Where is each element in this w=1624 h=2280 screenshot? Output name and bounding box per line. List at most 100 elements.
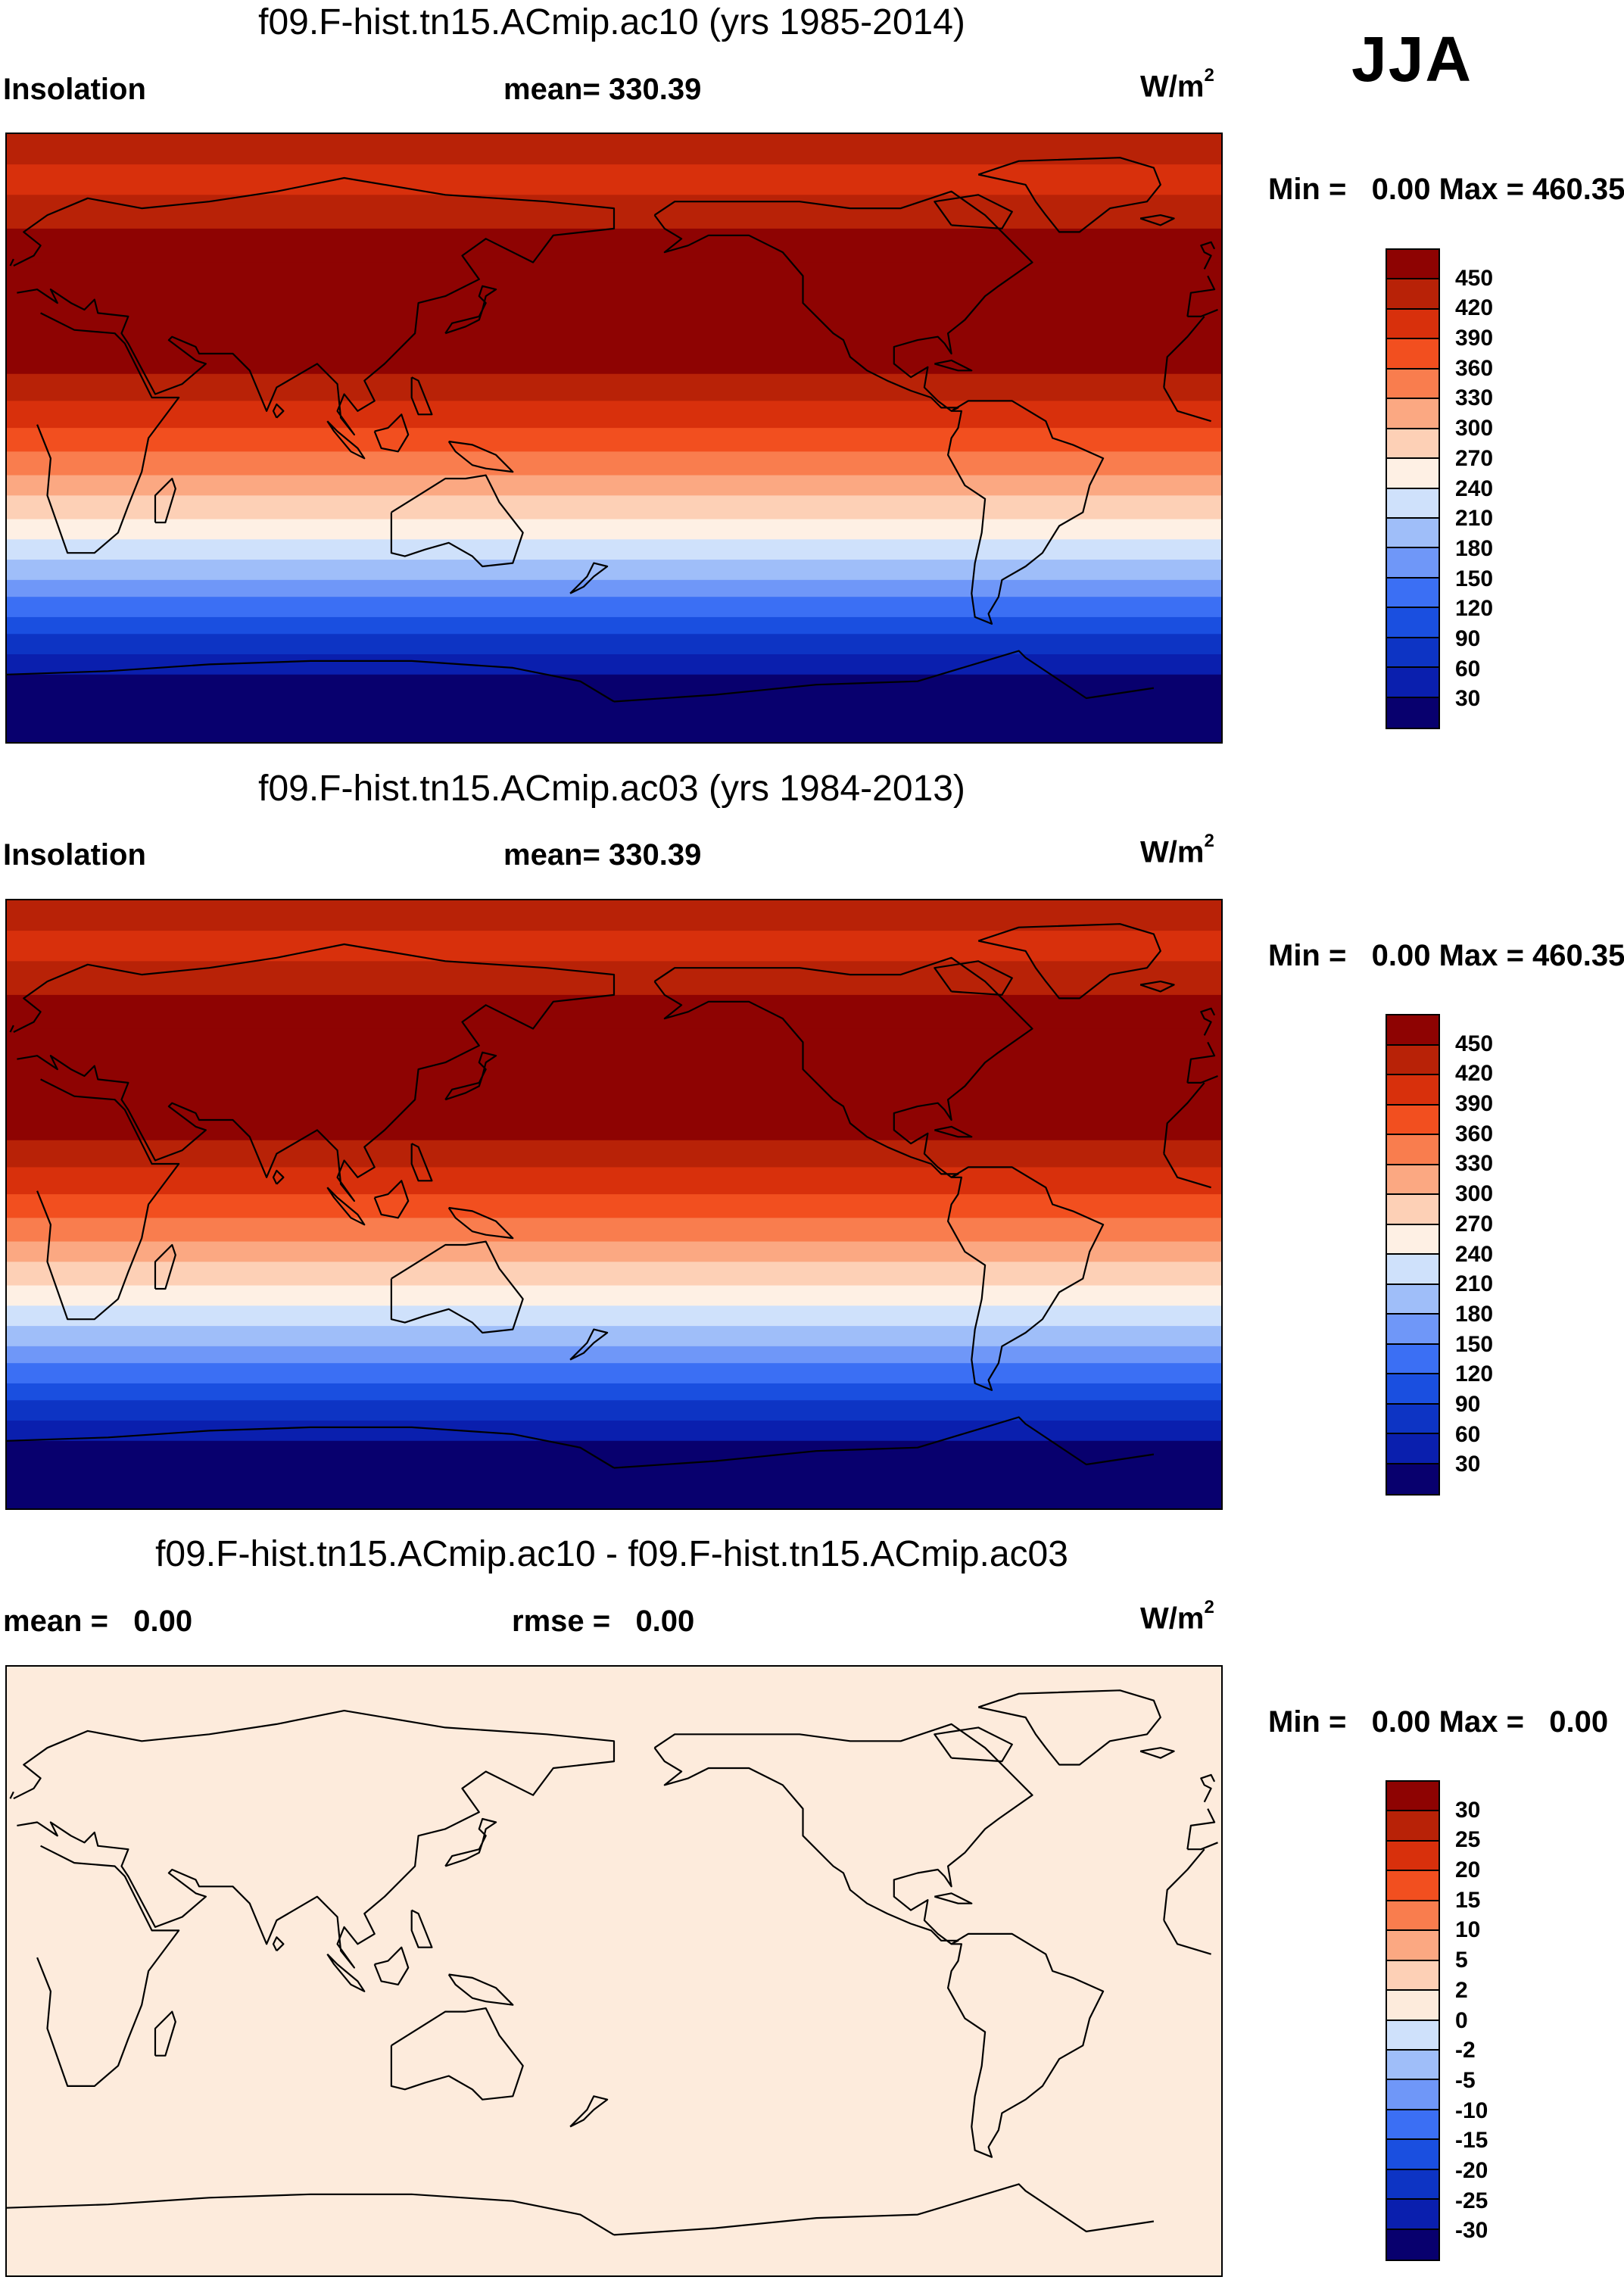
coastline <box>1139 214 1175 226</box>
colorbar-tick-label: 30 <box>1455 686 1481 712</box>
coastline <box>447 1206 514 1240</box>
colorbar-cell <box>1387 697 1439 728</box>
colorbar-tick-label: 360 <box>1455 1121 1494 1146</box>
colorbar-tick-label: 60 <box>1455 1421 1481 1447</box>
rmse-label: rmse = 0.00 <box>512 1605 695 1638</box>
insolation-band <box>7 1400 1221 1421</box>
panel-title: f09.F-hist.tn15.ACmip.ac10 - f09.F-hist.… <box>155 1534 1068 1574</box>
map-plot <box>5 899 1223 1510</box>
units-label: W/m2 <box>1140 831 1214 869</box>
colorbar-tick-label: 420 <box>1455 1061 1494 1087</box>
coastline <box>7 2193 615 2236</box>
coastline <box>13 943 616 1202</box>
coastline <box>13 176 616 436</box>
insolation-band <box>7 994 1221 1030</box>
coastline <box>447 440 514 473</box>
colorbar-tick-label: 120 <box>1455 596 1494 622</box>
coastline <box>390 2007 524 2101</box>
colorbar-cell <box>1387 250 1439 280</box>
coastline <box>653 190 1033 412</box>
colorbar-tick-label: 390 <box>1455 326 1494 351</box>
colorbar-cell <box>1387 309 1439 340</box>
coastline <box>1163 387 1211 423</box>
colorbar-tick-label: 240 <box>1455 1241 1494 1267</box>
colorbar-tick-label: 15 <box>1455 1887 1481 1913</box>
coastline <box>373 1180 410 1219</box>
insolation-band <box>7 900 1221 931</box>
colorbar-cell <box>1387 1315 1439 1345</box>
colorbar-cell <box>1387 1464 1439 1494</box>
mean-label: mean= 330.39 <box>503 73 702 106</box>
variable-label: Insolation <box>3 73 146 106</box>
colorbar-cell <box>1387 1135 1439 1165</box>
colorbar-tick-label: 420 <box>1455 295 1494 321</box>
colorbar-cell <box>1387 1284 1439 1315</box>
coastline <box>934 359 973 372</box>
colorbar-tick-label: 210 <box>1455 1271 1494 1297</box>
coastline <box>444 1817 497 1867</box>
colorbar-cell <box>1387 608 1439 638</box>
colorbar-cell <box>1387 1075 1439 1106</box>
colorbar-cell <box>1387 369 1439 400</box>
colorbar-cell <box>1387 1105 1439 1135</box>
insolation-band <box>7 1440 1221 1508</box>
insolation-band <box>7 228 1221 264</box>
coastline <box>934 960 1013 997</box>
insolation-band <box>7 579 1221 597</box>
colorbar-cell <box>1387 2169 1439 2200</box>
map-svg <box>7 900 1221 1508</box>
insolation-band <box>7 1140 1221 1168</box>
colorbar-tick-label: 25 <box>1455 1827 1481 1853</box>
colorbar-cell <box>1387 1434 1439 1464</box>
insolation-band <box>7 1383 1221 1401</box>
colorbar-cell <box>1387 2020 1439 2051</box>
coastline <box>7 660 615 703</box>
colorbar-cell <box>1387 1165 1439 1195</box>
coastline <box>1163 1153 1211 1189</box>
colorbar-tick-label: 270 <box>1455 445 1494 471</box>
insolation-band <box>7 428 1221 452</box>
colorbar-tick-label: -5 <box>1455 2067 1476 2093</box>
colorbar-tick-label: -20 <box>1455 2157 1488 2183</box>
panel-title: f09.F-hist.tn15.ACmip.ac10 (yrs 1985-201… <box>258 2 965 42</box>
coastline <box>569 2095 609 2128</box>
colorbar-cell <box>1387 1901 1439 1932</box>
colorbar-tick-label: 5 <box>1455 1948 1468 1973</box>
coastline <box>1187 1842 1218 1851</box>
coastline <box>1163 1082 1205 1154</box>
mean-label: mean = 0.00 <box>3 1605 193 1638</box>
colorbar-tick-label: 210 <box>1455 506 1494 532</box>
panel-title: f09.F-hist.tn15.ACmip.ac03 (yrs 1984-201… <box>258 769 965 809</box>
insolation-band <box>7 931 1221 962</box>
colorbar-tick-label: 2 <box>1455 1977 1468 2003</box>
minmax-label: Min = 0.00 Max = 460.35 <box>1268 173 1624 206</box>
coastline <box>272 403 285 419</box>
coastline <box>326 1953 366 1992</box>
map-plot <box>5 133 1223 744</box>
coastline <box>1186 1808 1216 1850</box>
colorbar-tick-label: 150 <box>1455 1331 1494 1357</box>
colorbar-tick-label: 330 <box>1455 385 1494 411</box>
map-svg <box>7 134 1221 742</box>
coastline <box>373 413 410 453</box>
coastline <box>9 258 14 267</box>
coastline <box>410 1909 433 1948</box>
insolation-band <box>7 1028 1221 1141</box>
minmax-label: Min = 0.00 Max = 0.00 <box>1268 1705 1609 1739</box>
colorbar-tick-label: 150 <box>1455 566 1494 591</box>
insolation-band <box>7 1421 1221 1442</box>
insolation-band <box>7 1326 1221 1347</box>
coastline <box>154 477 176 524</box>
colorbar-tick-label: 450 <box>1455 265 1494 291</box>
insolation-band <box>7 164 1221 195</box>
insolation-band <box>7 1363 1221 1384</box>
coastline <box>1187 1075 1218 1084</box>
insolation-band <box>7 1167 1221 1195</box>
coastline <box>1187 308 1218 317</box>
colorbar-tick-label: 10 <box>1455 1917 1481 1943</box>
variable-label: Insolation <box>3 838 146 872</box>
insolation-band <box>7 634 1221 655</box>
units-label: W/m2 <box>1140 1597 1214 1636</box>
coastline <box>373 1946 410 1985</box>
map-plot <box>5 1665 1223 2277</box>
